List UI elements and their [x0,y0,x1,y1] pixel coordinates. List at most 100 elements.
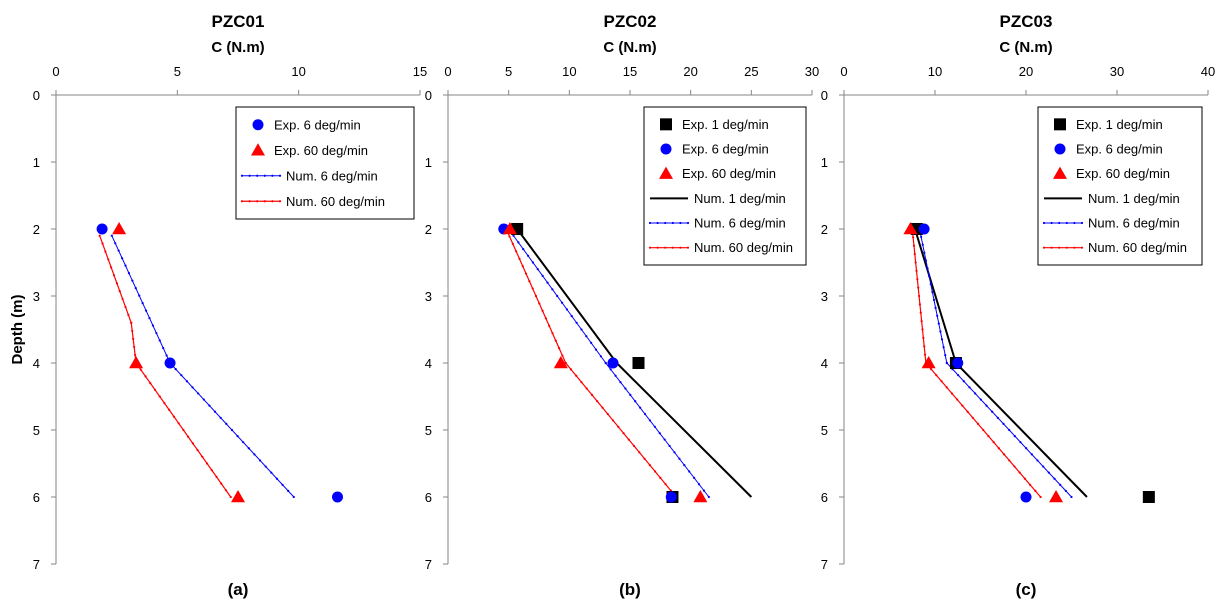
series-line-dot [98,234,101,237]
data-point [921,356,936,369]
panel-label: (a) [228,580,249,599]
data-point [331,491,343,503]
series-line-dot [939,330,942,333]
series-line-dot [629,393,632,397]
legend-line-dot [1042,246,1046,249]
series-line-dot [580,381,583,384]
series-line-dot [945,386,948,389]
series-line-dot [185,380,189,383]
series-line-dot [511,242,514,245]
series-line-dot [528,280,531,283]
series-line-dot [551,332,554,335]
series-line-dot [104,250,107,253]
series-line-dot [923,251,926,254]
series-line-dot [996,416,999,419]
series-line-dot [658,432,661,435]
series-line-dot [565,308,569,311]
x-tick-label: 20 [1019,64,1033,79]
series-line-dot [599,355,602,358]
series-line-dot [664,483,667,486]
series-line-dot [127,313,130,316]
series-line-dot [163,402,166,405]
y-tick-label: 4 [425,356,432,371]
series-line-dot [196,449,199,452]
series-line-dot [643,412,647,416]
x-tick-label: 40 [1201,64,1215,79]
series-line-dot [917,286,920,289]
series-line-dot [132,337,135,340]
series-line-dot [707,495,710,499]
series-line-dot [624,387,627,390]
series-line-dot [101,242,104,245]
series-line-dot [627,438,630,441]
series-line-dot [556,294,559,298]
series-line [505,228,677,498]
series-line-dot [997,447,1000,450]
legend-marker [1054,118,1066,131]
series-line-dot [112,274,116,277]
series-line-dot [182,428,185,432]
legend-marker [1053,166,1067,179]
series-line-dot [224,489,228,492]
series-line-dot [920,320,923,323]
series-line-dot [172,415,176,418]
legend-line-dot [664,246,667,249]
legend-line-dot [679,246,682,249]
series-line-dot [1023,477,1027,480]
series-line-dot [180,374,183,377]
series-line-dot [944,354,947,357]
series-line-dot [201,455,204,458]
series-line-dot [931,290,934,294]
series-line-dot [945,361,948,365]
series-line-dot [187,435,190,438]
legend-line-dot [263,200,266,203]
y-tick-label: 5 [425,423,432,438]
series-line-dot [534,294,538,298]
series-line-dot [575,321,578,324]
series-line-dot [693,476,696,479]
y-tick-label: 0 [821,88,828,103]
series-line-dot [922,336,925,339]
series-line-dot [575,374,578,377]
data-point [1142,491,1155,503]
legend-line-dot [1073,246,1076,249]
series-line-dot [1029,483,1032,486]
series-line-dot [966,410,969,413]
y-tick-label: 7 [821,557,828,572]
data-point [693,490,708,503]
x-tick-label: 25 [744,64,758,79]
series-line-dot [936,314,939,317]
series-line-dot [915,269,918,272]
legend-label: Num. 1 deg/min [1088,191,1180,206]
series-line-dot [614,374,617,377]
legend-line-dot [648,246,652,249]
series-line-dot [673,451,676,454]
x-tick-label: 0 [52,64,59,79]
series-line-dot [210,469,213,472]
x-tick-label: 10 [562,64,576,79]
series-line-dot [1042,465,1045,468]
series-line-dot [213,410,217,413]
x-tick-label: 5 [505,64,512,79]
series-line-dot [168,408,171,411]
series-line-dot [518,257,521,260]
x-tick-label: 0 [840,64,847,79]
series-line-dot [956,398,959,401]
series-line-dot [531,287,534,290]
series-line-dot [220,482,223,485]
y-tick-label: 1 [821,155,828,170]
series-line-dot [638,451,641,454]
series-line-dot [1002,422,1005,426]
y-tick-label: 0 [425,88,432,103]
series-line-dot [546,281,549,284]
legend-label: Exp. 60 deg/min [274,143,368,158]
data-point [632,357,645,369]
series-line-dot [219,416,222,419]
series-line-dot [191,442,194,445]
legend-line-dot [679,221,682,225]
series-line-dot [208,404,211,407]
series-line-dot [229,495,232,499]
series-line-dot [258,459,262,462]
series-line-dot [202,398,205,401]
